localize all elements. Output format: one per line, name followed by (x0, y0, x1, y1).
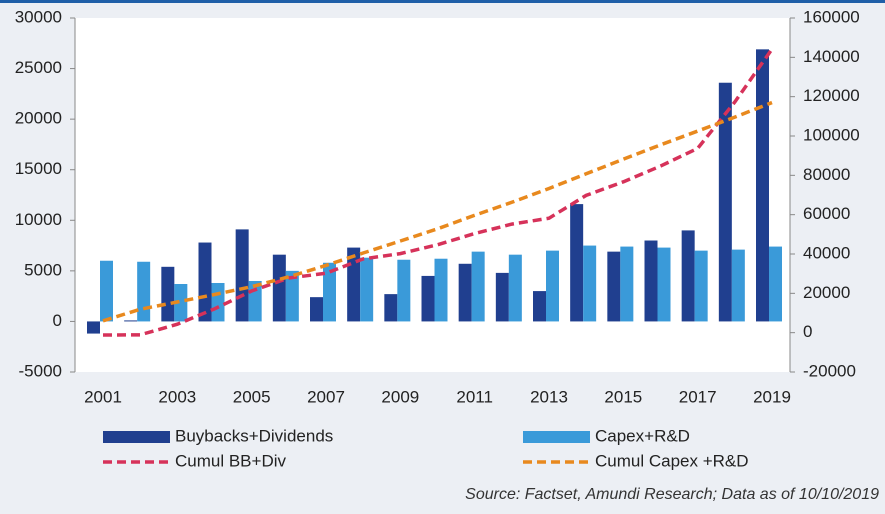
bar (174, 284, 188, 322)
y2-tick-label: 160000 (803, 7, 860, 26)
bar (570, 204, 584, 322)
x-tick-label: 2015 (604, 387, 642, 406)
bar (495, 272, 509, 322)
bar (644, 240, 658, 322)
bar (310, 297, 323, 322)
bar (161, 266, 175, 322)
y2-tick-label: 20000 (803, 283, 850, 302)
y-tick-label: 15000 (15, 159, 62, 178)
bar (620, 246, 634, 322)
bar (100, 260, 113, 322)
bar (272, 254, 286, 322)
y-tick-label: 20000 (15, 109, 62, 128)
source-note: Source: Factset, Amundi Research; Data a… (465, 486, 879, 503)
legend-swatch (523, 431, 590, 443)
bar (731, 249, 745, 322)
legend-label: Cumul Capex +R&D (595, 451, 749, 470)
y2-tick-label: 100000 (803, 125, 860, 144)
legend-label: Buybacks+Dividends (175, 426, 333, 445)
bar (769, 246, 782, 322)
bar (756, 49, 769, 322)
bar (657, 247, 671, 322)
bar (384, 294, 398, 322)
y2-tick-label: 60000 (803, 204, 850, 223)
bar (421, 275, 435, 322)
bar (718, 82, 732, 322)
bar (607, 251, 621, 322)
bar (397, 259, 411, 322)
y-tick-label: -5000 (19, 361, 62, 380)
bar (198, 242, 212, 322)
x-tick-label: 2003 (158, 387, 196, 406)
bar (508, 254, 522, 322)
legend-label: Capex+R&D (595, 426, 690, 445)
bar (546, 250, 559, 322)
y2-tick-label: 40000 (803, 243, 850, 262)
x-tick-label: 2005 (233, 387, 271, 406)
x-tick-label: 2013 (530, 387, 568, 406)
x-tick-label: 2011 (456, 387, 493, 406)
bar (285, 270, 299, 322)
x-tick-label: 2019 (753, 387, 791, 406)
bar (434, 258, 448, 322)
bar (347, 247, 361, 322)
bar (583, 245, 597, 322)
bar (360, 257, 374, 322)
y-tick-label: 0 (53, 311, 62, 330)
y2-tick-label: 0 (803, 322, 812, 341)
legend-label: Cumul BB+Div (175, 451, 287, 470)
legend-swatch (103, 431, 170, 443)
x-tick-label: 2007 (307, 387, 345, 406)
y-tick-label: 5000 (24, 260, 62, 279)
bar (533, 291, 546, 322)
bar (694, 250, 708, 322)
x-tick-label: 2017 (679, 387, 717, 406)
x-tick-label: 2009 (381, 387, 419, 406)
y2-tick-label: -20000 (803, 361, 856, 380)
x-tick-label: 2001 (84, 387, 122, 406)
y-tick-label: 30000 (15, 7, 62, 26)
y2-tick-label: 140000 (803, 47, 860, 66)
top-rule (0, 0, 885, 3)
y-tick-label: 25000 (15, 58, 62, 77)
bar (235, 229, 249, 322)
line-series (102, 100, 773, 323)
bar (681, 230, 695, 322)
y2-tick-label: 80000 (803, 165, 850, 184)
bar (471, 251, 485, 322)
bar (458, 263, 472, 322)
y-tick-label: 10000 (15, 210, 62, 229)
bar (323, 262, 336, 322)
bar (124, 320, 138, 322)
line-series (102, 48, 774, 337)
bar (137, 261, 151, 322)
y2-tick-label: 120000 (803, 86, 860, 105)
bar (87, 321, 100, 334)
bar (211, 282, 225, 322)
